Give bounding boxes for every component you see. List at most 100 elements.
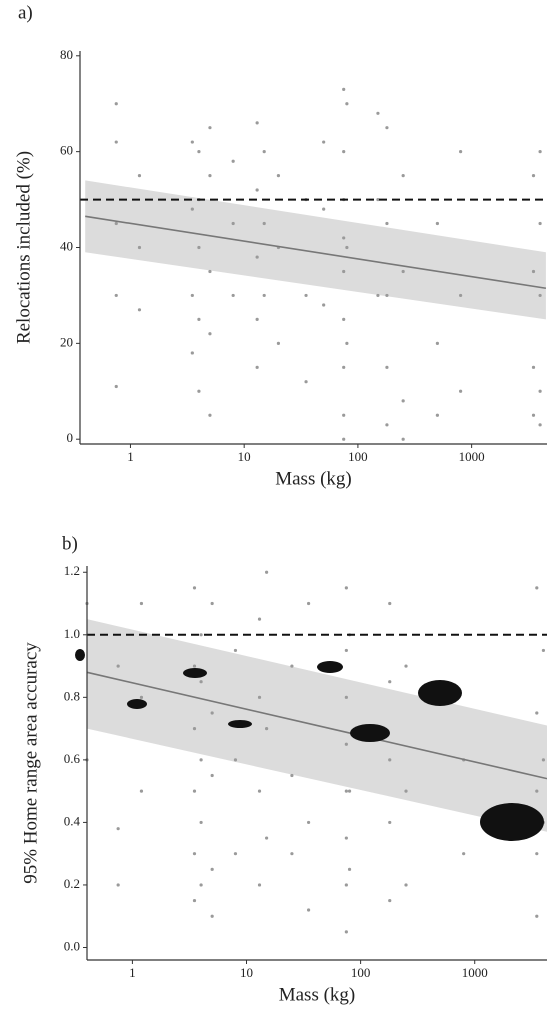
data-point bbox=[322, 303, 326, 307]
data-point bbox=[255, 317, 259, 321]
x-tick-label: 10 bbox=[238, 449, 251, 464]
data-point bbox=[257, 695, 262, 699]
data-point bbox=[344, 883, 348, 887]
data-point bbox=[231, 293, 235, 298]
data-point bbox=[344, 586, 348, 590]
data-point bbox=[208, 126, 212, 130]
data-point bbox=[208, 269, 212, 274]
data-point bbox=[342, 236, 346, 240]
y-tick-label: 0.0 bbox=[64, 938, 80, 953]
data-point bbox=[345, 102, 349, 106]
data-point bbox=[114, 102, 118, 106]
data-point bbox=[344, 930, 348, 934]
data-point bbox=[199, 883, 203, 887]
silhouette bbox=[317, 661, 343, 673]
data-point bbox=[231, 159, 235, 163]
data-point bbox=[541, 648, 546, 653]
data-point bbox=[531, 174, 536, 178]
silhouette bbox=[480, 803, 544, 841]
x-tick-label: 1000 bbox=[462, 965, 488, 980]
data-point bbox=[345, 245, 349, 250]
data-point bbox=[290, 852, 294, 856]
y-tick-label: 60 bbox=[60, 143, 73, 158]
data-point bbox=[388, 820, 392, 825]
data-point bbox=[404, 664, 408, 668]
data-point bbox=[535, 789, 539, 793]
data-point bbox=[344, 742, 348, 746]
data-point bbox=[114, 293, 118, 298]
data-point bbox=[541, 758, 546, 762]
data-point bbox=[435, 221, 439, 226]
data-point bbox=[344, 836, 348, 840]
data-point bbox=[538, 293, 542, 298]
data-point bbox=[257, 617, 262, 621]
data-point bbox=[376, 293, 380, 298]
data-point bbox=[535, 852, 539, 856]
data-point bbox=[462, 852, 466, 856]
data-point bbox=[404, 883, 408, 887]
data-point bbox=[262, 221, 266, 226]
data-point bbox=[199, 758, 203, 762]
data-point bbox=[257, 883, 262, 887]
data-point bbox=[538, 389, 542, 393]
data-point bbox=[385, 293, 389, 298]
silhouette bbox=[127, 699, 147, 709]
data-point bbox=[404, 789, 408, 793]
data-point bbox=[401, 174, 405, 178]
data-point bbox=[139, 695, 144, 699]
x-tick-label: 10 bbox=[240, 965, 253, 980]
data-point bbox=[401, 399, 405, 403]
silhouette bbox=[75, 649, 85, 661]
data-point bbox=[459, 293, 463, 298]
y-axis-label: Relocations included (%) bbox=[13, 151, 34, 344]
data-point bbox=[306, 820, 311, 825]
data-point bbox=[385, 423, 389, 427]
data-point bbox=[255, 188, 259, 192]
data-point bbox=[190, 207, 194, 211]
data-point bbox=[342, 317, 346, 321]
data-point bbox=[262, 150, 266, 154]
silhouette bbox=[228, 720, 252, 728]
data-point bbox=[190, 351, 194, 355]
y-axis-label: 95% Home range area accuracy bbox=[20, 642, 41, 884]
data-point bbox=[265, 727, 269, 731]
panel-label: a) bbox=[18, 2, 33, 23]
y-tick-label: 80 bbox=[60, 47, 73, 62]
data-point bbox=[276, 341, 281, 345]
data-point bbox=[388, 758, 392, 762]
data-point bbox=[385, 126, 389, 130]
data-point bbox=[322, 207, 326, 211]
silhouette bbox=[183, 668, 207, 678]
data-point bbox=[192, 898, 197, 903]
data-point bbox=[388, 898, 392, 903]
data-point bbox=[347, 789, 352, 793]
data-point bbox=[197, 317, 201, 321]
data-point bbox=[233, 758, 238, 762]
y-tick-label: 40 bbox=[60, 238, 73, 253]
data-point bbox=[197, 245, 201, 250]
data-point bbox=[344, 648, 348, 653]
data-point bbox=[344, 789, 348, 793]
data-point bbox=[342, 150, 346, 154]
data-point bbox=[208, 174, 212, 178]
data-point bbox=[192, 586, 197, 590]
data-point bbox=[210, 711, 214, 715]
data-point bbox=[345, 341, 349, 345]
data-point bbox=[197, 150, 201, 154]
data-point bbox=[231, 221, 235, 226]
data-point bbox=[114, 221, 118, 226]
data-point bbox=[116, 883, 120, 887]
data-point bbox=[210, 867, 214, 871]
data-point bbox=[435, 341, 439, 345]
data-point bbox=[344, 695, 348, 699]
silhouette bbox=[350, 724, 390, 742]
data-point bbox=[535, 711, 539, 715]
data-point bbox=[137, 174, 142, 178]
data-point bbox=[342, 413, 346, 417]
data-point bbox=[459, 150, 463, 154]
data-point bbox=[262, 293, 266, 298]
data-point bbox=[531, 413, 536, 417]
data-point bbox=[385, 221, 389, 226]
